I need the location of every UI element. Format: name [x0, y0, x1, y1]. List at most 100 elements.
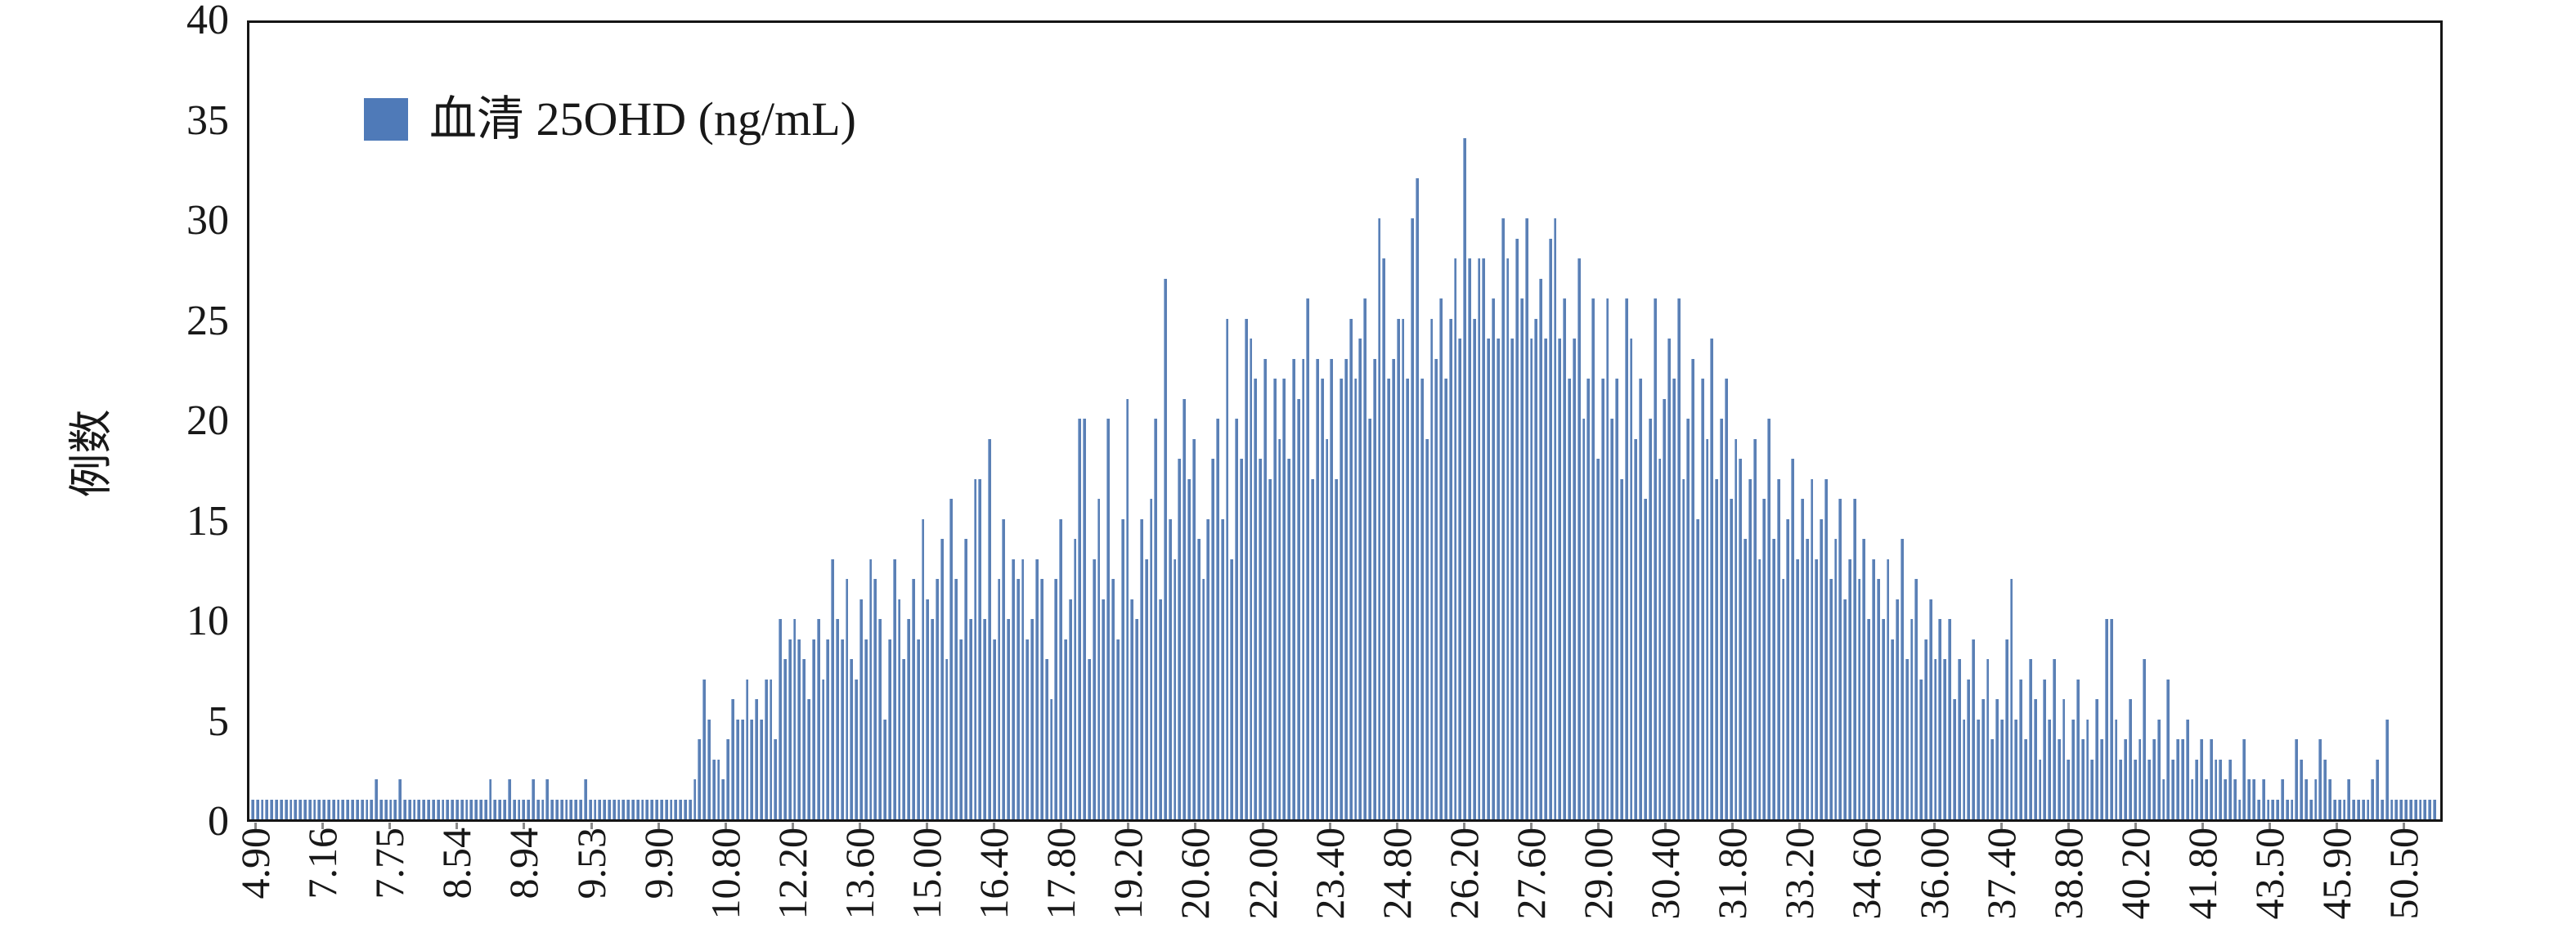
bar [1211, 459, 1214, 819]
bar [887, 639, 891, 819]
x-tick-mark [1194, 823, 1197, 829]
bar [821, 679, 825, 819]
bar [1681, 478, 1685, 819]
x-tick-mark [1529, 823, 1533, 829]
x-tick-mark [2336, 823, 2339, 829]
bar [1852, 499, 1856, 819]
bar [864, 639, 868, 819]
bar [2043, 679, 2047, 819]
bar [536, 799, 540, 819]
bar [2404, 799, 2408, 819]
bar [1568, 379, 1571, 819]
bar [1577, 258, 1581, 819]
bar [1838, 499, 1842, 819]
x-tick-label: 9.53 [568, 828, 614, 899]
bar [774, 739, 778, 819]
bar [483, 799, 487, 819]
bar [2228, 759, 2232, 819]
bar [931, 619, 934, 819]
x-tick-label: 9.90 [635, 828, 681, 899]
bar [1259, 459, 1263, 819]
bar [1115, 639, 1120, 819]
bar [983, 619, 986, 819]
bar [559, 799, 563, 819]
y-tick-label: 10 [186, 598, 229, 644]
bar [2204, 779, 2208, 819]
bar [2067, 759, 2071, 819]
y-tick-label: 25 [186, 297, 229, 344]
x-tick-mark [1261, 823, 1264, 829]
bar [2371, 779, 2375, 819]
bar [2161, 779, 2165, 819]
bar [1848, 558, 1851, 819]
bar [1595, 459, 1600, 819]
bar [1230, 558, 1234, 819]
bar [1558, 339, 1562, 819]
bar [284, 799, 288, 819]
bar [759, 719, 763, 819]
bar [2138, 739, 2142, 819]
bar [2156, 719, 2161, 819]
bar [2119, 759, 2123, 819]
bar [1496, 339, 1500, 819]
bar [1130, 599, 1134, 819]
bar [1282, 379, 1286, 819]
bar [1748, 478, 1752, 819]
bar [945, 659, 949, 819]
x-tick-mark [1060, 823, 1063, 829]
bar [1049, 699, 1053, 819]
bar [845, 579, 849, 819]
y-tick-label: 15 [186, 497, 229, 545]
bar [2237, 799, 2242, 819]
bar [1506, 258, 1510, 819]
bar [2033, 699, 2037, 819]
bar [1729, 499, 1733, 819]
bar [702, 679, 706, 819]
x-tick-label: 29.00 [1575, 828, 1621, 920]
bar [1249, 339, 1253, 819]
x-tick-label: 13.60 [836, 828, 882, 920]
bar [1178, 459, 1182, 819]
bar [1734, 438, 1738, 819]
bar [598, 799, 602, 819]
bar [973, 478, 977, 819]
bar [1139, 518, 1143, 819]
bar [2080, 739, 2085, 819]
bar [2361, 799, 2365, 819]
bar [2071, 719, 2075, 819]
bar [1097, 499, 1101, 819]
bar [622, 799, 626, 819]
bar [1039, 579, 1043, 819]
bars-row [251, 25, 2439, 819]
bar [2300, 759, 2303, 819]
bar [807, 699, 810, 819]
bar [1035, 558, 1039, 819]
bar [446, 799, 450, 819]
bar [2390, 799, 2394, 819]
bar [360, 799, 364, 819]
bar [1083, 419, 1086, 819]
x-tick-label: 45.90 [2313, 828, 2360, 920]
bar [688, 799, 692, 819]
x-tick-label: 27.60 [1507, 828, 1554, 920]
bar [679, 799, 682, 819]
bar [488, 779, 492, 819]
y-tick-label: 30 [186, 197, 229, 244]
bar [631, 799, 635, 819]
bar [721, 779, 725, 819]
bar [541, 799, 545, 819]
x-tick-mark [1731, 823, 1735, 829]
y-tick-label: 0 [208, 798, 229, 845]
bar [393, 799, 397, 819]
bar [1796, 558, 1799, 819]
x-tick-mark [926, 823, 928, 829]
bar [527, 799, 530, 819]
bar [1429, 318, 1434, 819]
bar [916, 639, 920, 819]
bar [1154, 419, 1158, 819]
bar [1600, 379, 1604, 819]
bar [1658, 459, 1662, 819]
bar [431, 799, 435, 819]
bar [1168, 518, 1172, 819]
x-tick-mark [1395, 823, 1398, 829]
